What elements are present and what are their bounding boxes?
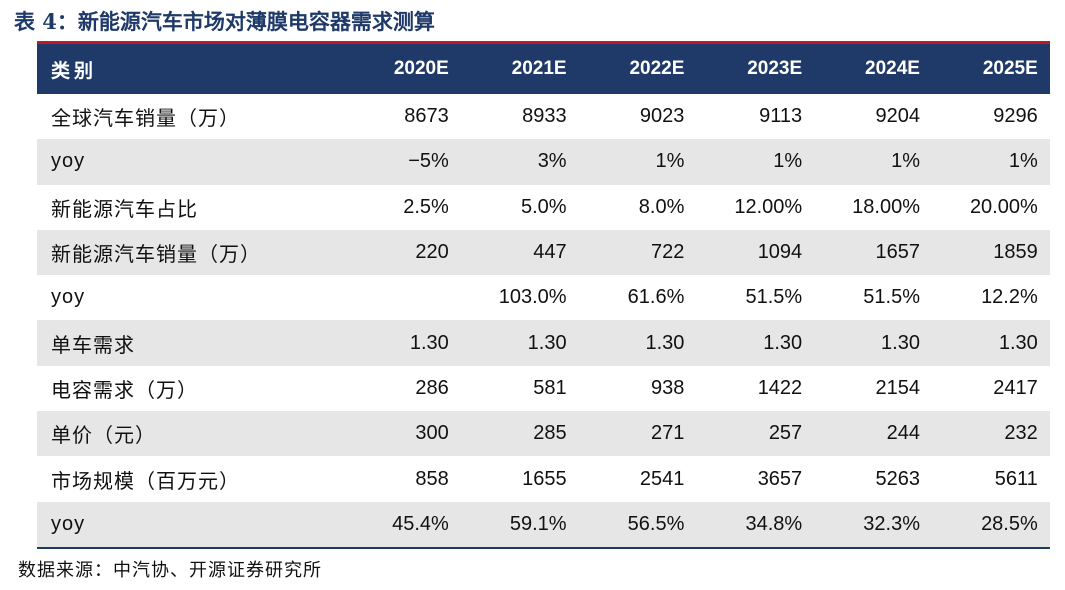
table-cell: 581 <box>533 376 567 399</box>
table-row: 单价（元） 300 285 271 257 244 232 <box>37 411 1050 457</box>
row-label: 市场规模（百万元） <box>51 470 240 493</box>
table-cell: 9296 <box>993 105 1038 128</box>
table-cell: 938 <box>651 376 685 399</box>
title-divider <box>37 41 1050 44</box>
table-cell: 1% <box>655 150 685 173</box>
table-row: 新能源汽车占比 2.5% 5.0% 8.0% 12.00% 18.00% 20.… <box>37 185 1050 230</box>
table-cell: 34.8% <box>745 512 803 535</box>
table-cell: 20.00% <box>969 195 1038 218</box>
header-year: 2025E <box>982 58 1038 79</box>
table-cell: 447 <box>533 241 567 264</box>
table-cell: 1% <box>891 150 920 173</box>
source-note: 数据来源：中汽协、开源证券研究所 <box>18 560 322 581</box>
table-cell: 61.6% <box>627 286 685 309</box>
table-cell: 103.0% <box>498 286 567 309</box>
table-cell: −5% <box>408 150 449 173</box>
table-cell: 32.3% <box>863 512 920 535</box>
header-year: 2024E <box>865 58 920 79</box>
table-cell: 1657 <box>875 241 920 264</box>
table-row: yoy 45.4% 59.1% 56.5% 34.8% 32.3% 28.5% <box>37 501 1050 547</box>
row-label: yoy <box>51 512 86 535</box>
row-label: 全球汽车销量（万） <box>51 108 240 131</box>
table-cell: 300 <box>415 422 449 445</box>
table-cell: 12.00% <box>734 195 803 218</box>
row-label: 单价（元） <box>51 425 156 448</box>
table-cell: 3% <box>537 150 567 173</box>
table-cell: 8933 <box>522 105 567 128</box>
table-bottom-rule <box>37 547 1050 549</box>
table-cell: 1859 <box>993 241 1038 264</box>
row-label: 新能源汽车销量（万） <box>51 244 261 267</box>
table-cell: 1.30 <box>409 331 449 354</box>
table-cell: 285 <box>533 422 567 445</box>
table-row: 单车需求 1.30 1.30 1.30 1.30 1.30 1.30 <box>37 320 1050 366</box>
table-cell: 722 <box>651 241 685 264</box>
table-row: 电容需求（万） 286 581 938 1422 2154 2417 <box>37 366 1050 411</box>
table-row: 新能源汽车销量（万） 220 447 722 1094 1657 1859 <box>37 229 1050 276</box>
table-cell: 51.5% <box>863 286 920 309</box>
header-year: 2021E <box>511 58 567 79</box>
table-row: 市场规模（百万元） 858 1655 2541 3657 5263 5611 <box>37 456 1050 501</box>
table-cell: 1.30 <box>881 331 920 354</box>
table-cell: 5263 <box>875 467 920 490</box>
header-year: 2020E <box>393 58 449 79</box>
data-table: 类别 2020E 2021E 2022E 2023E 2024E 2025E 全… <box>37 44 1050 547</box>
table-row: 全球汽车销量（万） 8673 8933 9023 9113 9204 9296 <box>37 94 1050 139</box>
header-category: 类别 <box>51 60 98 82</box>
table-title: 表 4：新能源汽车市场对薄膜电容器需求测算 <box>14 9 435 34</box>
row-label: 电容需求（万） <box>51 379 198 402</box>
table-cell: 220 <box>415 241 449 264</box>
table-cell: 3657 <box>757 467 803 490</box>
header-year: 2023E <box>747 58 803 79</box>
table-cell: 286 <box>415 376 449 399</box>
table-cell: 8.0% <box>638 195 685 218</box>
table-cell: 9023 <box>639 105 685 128</box>
row-label: yoy <box>51 150 86 173</box>
table-cell: 1422 <box>757 376 803 399</box>
table-header-row: 类别 2020E 2021E 2022E 2023E 2024E 2025E <box>37 44 1050 94</box>
row-label: yoy <box>51 286 86 309</box>
table-cell: 56.5% <box>627 512 685 535</box>
table-cell: 18.00% <box>852 195 920 218</box>
row-label: 单车需求 <box>51 334 135 357</box>
table-cell: 5611 <box>994 467 1038 490</box>
table-cell: 28.5% <box>981 512 1038 535</box>
table-cell: 2541 <box>639 467 685 490</box>
table-cell: 5.0% <box>521 195 567 218</box>
table-cell: 2417 <box>993 376 1038 399</box>
table-cell: 1% <box>773 150 803 173</box>
table-row: yoy 103.0% 61.6% 51.5% 51.5% 12.2% <box>37 275 1050 320</box>
table-cell: 45.4% <box>392 512 449 535</box>
table-cell: 858 <box>415 467 449 490</box>
table-cell: 9204 <box>875 105 920 128</box>
table-cell: 9113 <box>759 105 803 128</box>
table-cell: 2154 <box>875 376 920 399</box>
table-cell: 1.30 <box>763 331 803 354</box>
header-year: 2022E <box>629 58 685 79</box>
table-cell: 1.30 <box>998 331 1038 354</box>
table-cell: 1.30 <box>527 331 567 354</box>
table-cell: 1655 <box>522 467 567 490</box>
table-row: yoy −5% 3% 1% 1% 1% 1% <box>37 139 1050 185</box>
table-cell: 1% <box>1008 150 1038 173</box>
table-cell: 51.5% <box>745 286 803 309</box>
table-cell: 8673 <box>404 105 449 128</box>
table-cell: 1094 <box>757 241 803 264</box>
table-cell: 1.30 <box>645 331 685 354</box>
table-cell: 271 <box>651 422 685 445</box>
table-cell: 12.2% <box>981 286 1038 309</box>
table-cell: 59.1% <box>509 512 567 535</box>
table-cell: 2.5% <box>403 195 449 218</box>
table-cell: 257 <box>768 422 803 445</box>
table-cell: 232 <box>1004 422 1038 445</box>
row-label: 新能源汽车占比 <box>51 198 198 221</box>
table-cell: 244 <box>886 422 920 445</box>
